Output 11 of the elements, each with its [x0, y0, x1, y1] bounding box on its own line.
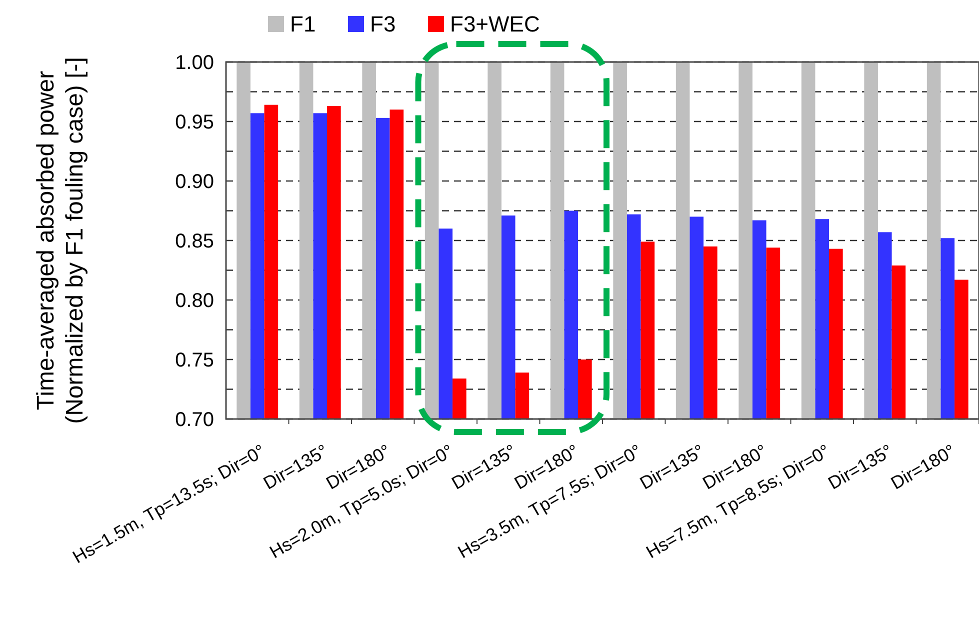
y-tick-label: 0.85 [175, 230, 214, 252]
legend-label: F3 [370, 12, 396, 37]
legend-label: F3+WEC [450, 12, 540, 37]
y-tick-label: 0.95 [175, 112, 214, 134]
y-tick-label: 0.80 [175, 290, 214, 312]
y-tick-label: 1.00 [175, 52, 214, 74]
y-tick-label: 0.75 [175, 350, 214, 372]
y-axis-title: Time-averaged absorbed power (Normalized by F1 fouling case) [-] [32, 57, 88, 424]
y-tick-label: 0.90 [175, 171, 214, 193]
legend-label: F1 [290, 12, 316, 37]
y-tick-label: 0.70 [175, 409, 214, 431]
